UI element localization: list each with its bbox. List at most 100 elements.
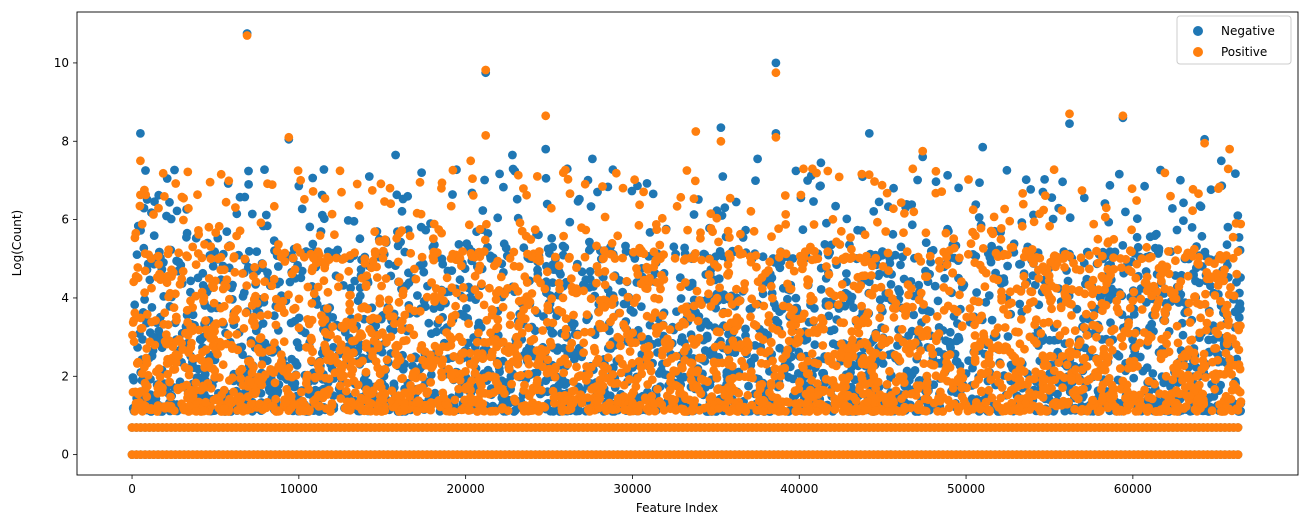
data-points	[127, 29, 1246, 459]
data-point	[250, 262, 259, 272]
data-point	[913, 175, 922, 185]
data-point	[1051, 262, 1060, 272]
data-point	[500, 289, 509, 299]
data-point	[1065, 213, 1075, 223]
data-point	[897, 324, 907, 334]
data-point	[759, 301, 769, 311]
data-point	[1081, 309, 1091, 319]
data-point	[791, 406, 801, 416]
data-point	[1129, 287, 1139, 297]
data-point	[810, 340, 820, 350]
data-point	[732, 284, 741, 294]
data-point	[269, 274, 279, 284]
data-point	[803, 176, 812, 185]
data-point	[817, 313, 826, 323]
data-point	[869, 207, 879, 216]
data-point	[512, 194, 522, 204]
data-point	[629, 308, 638, 317]
data-point	[308, 239, 318, 249]
data-point	[1206, 281, 1215, 291]
data-point	[579, 348, 588, 358]
data-point	[328, 322, 337, 331]
data-point	[933, 296, 943, 306]
data-point	[543, 244, 553, 254]
data-point	[1132, 232, 1142, 242]
data-point	[804, 276, 814, 286]
data-point	[1118, 241, 1128, 250]
data-point-outlier	[508, 150, 517, 160]
data-point	[413, 291, 422, 300]
data-point	[451, 301, 460, 311]
data-point	[155, 372, 165, 382]
data-point-outlier	[136, 129, 145, 138]
data-point	[954, 183, 963, 193]
data-point	[1079, 323, 1089, 332]
data-point	[480, 175, 489, 185]
data-point	[1087, 345, 1097, 355]
data-point	[1154, 246, 1164, 256]
data-point	[715, 283, 724, 292]
data-point	[636, 302, 646, 311]
data-point	[955, 253, 964, 263]
data-point-outlier	[1216, 156, 1226, 166]
data-point	[824, 301, 834, 310]
data-point-outlier	[716, 123, 726, 132]
data-point	[260, 277, 269, 286]
data-point	[308, 173, 318, 183]
data-point	[931, 177, 941, 187]
data-point	[771, 315, 781, 325]
data-point	[943, 170, 952, 180]
data-point	[186, 276, 196, 286]
data-point	[575, 194, 584, 204]
data-point	[208, 261, 218, 271]
data-point	[1155, 389, 1164, 399]
data-point	[431, 284, 441, 293]
data-point	[1089, 311, 1099, 320]
data-point	[169, 303, 179, 312]
data-point	[922, 371, 932, 381]
data-point	[1172, 225, 1182, 235]
data-point	[874, 197, 884, 207]
data-point	[1157, 276, 1166, 286]
data-point	[341, 386, 351, 396]
data-point	[625, 347, 635, 356]
data-point	[1124, 328, 1133, 338]
data-point	[829, 325, 839, 335]
data-point	[294, 294, 304, 304]
data-point	[565, 217, 575, 227]
data-point	[1206, 185, 1216, 195]
data-point	[954, 332, 963, 342]
data-point	[590, 346, 600, 356]
data-point	[851, 396, 861, 405]
data-point	[1196, 202, 1206, 212]
data-point	[778, 301, 788, 311]
data-point	[319, 214, 329, 224]
data-point	[996, 359, 1005, 369]
data-point	[1114, 169, 1124, 179]
data-point	[744, 381, 753, 391]
data-point	[381, 274, 391, 283]
data-point	[1142, 363, 1152, 372]
data-point	[886, 280, 896, 289]
data-point	[432, 327, 441, 337]
data-point-outlier	[753, 154, 762, 164]
data-point	[397, 206, 407, 216]
data-point	[477, 279, 486, 289]
data-point-outlier	[771, 58, 781, 68]
data-point	[569, 310, 578, 320]
data-point	[609, 272, 618, 281]
data-point	[842, 214, 852, 224]
data-point	[1233, 450, 1243, 459]
data-point	[934, 323, 944, 332]
data-point	[1145, 232, 1155, 242]
data-point	[974, 213, 984, 222]
data-point	[479, 300, 489, 310]
data-point	[1015, 299, 1025, 309]
data-point	[853, 225, 862, 235]
data-point	[627, 186, 637, 196]
data-point	[741, 324, 750, 334]
data-point	[1126, 362, 1136, 372]
data-point	[907, 220, 917, 230]
data-point	[303, 282, 313, 292]
data-point	[396, 318, 405, 328]
